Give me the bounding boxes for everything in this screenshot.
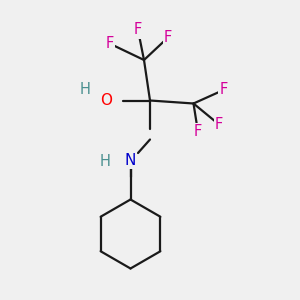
Text: F: F <box>164 30 172 45</box>
Text: F: F <box>194 124 202 140</box>
Text: H: H <box>100 154 110 169</box>
Text: H: H <box>80 82 91 98</box>
Text: F: F <box>219 82 228 98</box>
Text: F: F <box>215 117 223 132</box>
Text: F: F <box>105 36 114 51</box>
Text: F: F <box>134 22 142 38</box>
Text: N: N <box>125 153 136 168</box>
Text: O: O <box>100 93 112 108</box>
